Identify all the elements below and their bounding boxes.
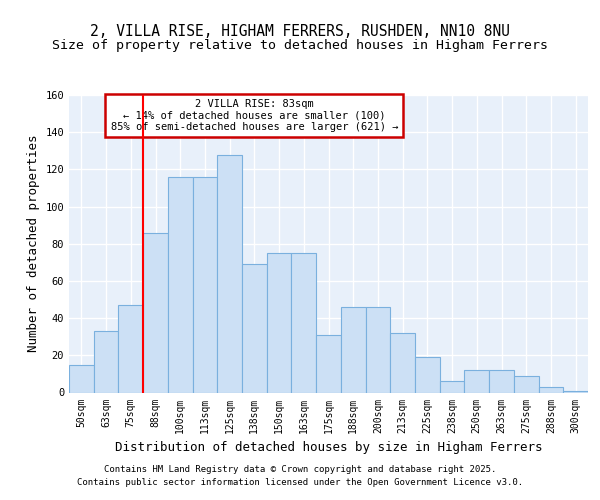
- Bar: [415, 357, 440, 392]
- Bar: [193, 177, 217, 392]
- X-axis label: Distribution of detached houses by size in Higham Ferrers: Distribution of detached houses by size …: [115, 441, 542, 454]
- Text: 2 VILLA RISE: 83sqm
← 14% of detached houses are smaller (100)
85% of semi-detac: 2 VILLA RISE: 83sqm ← 14% of detached ho…: [110, 98, 398, 132]
- Bar: [489, 370, 514, 392]
- Bar: [217, 154, 242, 392]
- Bar: [539, 387, 563, 392]
- Bar: [341, 307, 365, 392]
- Bar: [242, 264, 267, 392]
- Bar: [365, 307, 390, 392]
- Bar: [94, 331, 118, 392]
- Bar: [563, 390, 588, 392]
- Bar: [118, 305, 143, 392]
- Bar: [390, 333, 415, 392]
- Bar: [514, 376, 539, 392]
- Bar: [316, 335, 341, 392]
- Text: Contains HM Land Registry data © Crown copyright and database right 2025.: Contains HM Land Registry data © Crown c…: [104, 466, 496, 474]
- Bar: [464, 370, 489, 392]
- Text: 2, VILLA RISE, HIGHAM FERRERS, RUSHDEN, NN10 8NU: 2, VILLA RISE, HIGHAM FERRERS, RUSHDEN, …: [90, 24, 510, 38]
- Bar: [168, 177, 193, 392]
- Bar: [440, 382, 464, 392]
- Text: Contains public sector information licensed under the Open Government Licence v3: Contains public sector information licen…: [77, 478, 523, 487]
- Text: Size of property relative to detached houses in Higham Ferrers: Size of property relative to detached ho…: [52, 38, 548, 52]
- Bar: [69, 364, 94, 392]
- Y-axis label: Number of detached properties: Number of detached properties: [27, 135, 40, 352]
- Bar: [143, 232, 168, 392]
- Bar: [292, 253, 316, 392]
- Bar: [267, 253, 292, 392]
